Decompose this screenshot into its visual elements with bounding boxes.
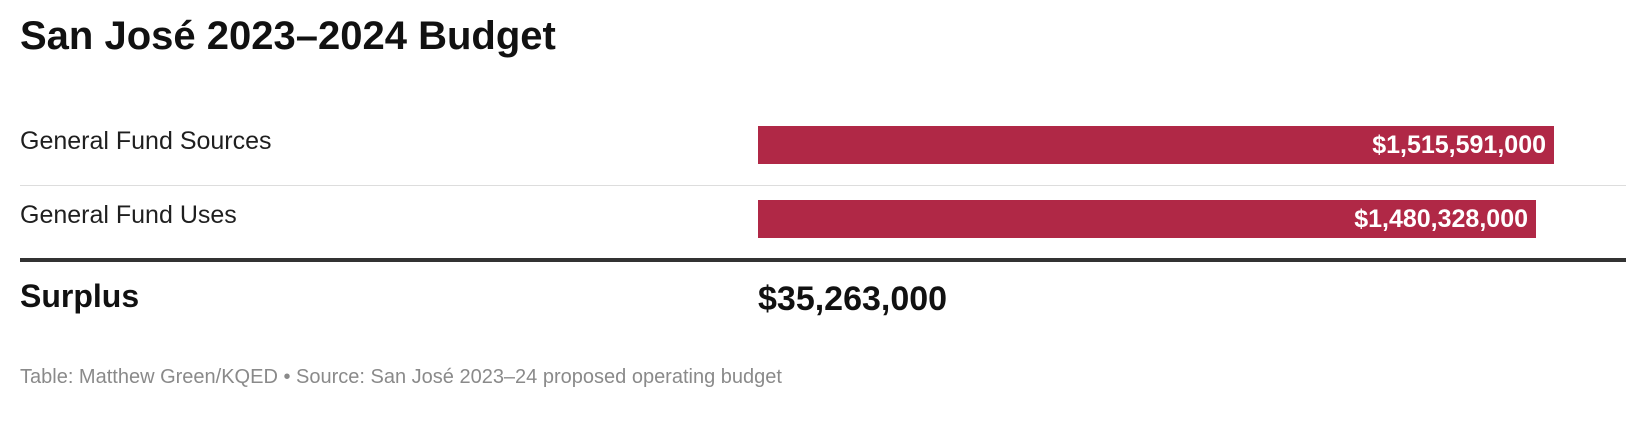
footer-source: Source: San José 2023–24 proposed operat… — [296, 366, 782, 388]
chart-title: San José 2023–2024 Budget — [20, 14, 556, 58]
footer-separator: • — [277, 366, 297, 388]
surplus-value: $35,263,000 — [758, 280, 948, 318]
footer-note: Table: Matthew Green/KQED • Source: San … — [20, 366, 782, 389]
bar-sources: $1,515,591,000 — [758, 126, 1554, 164]
bar-uses: $1,480,328,000 — [758, 200, 1536, 238]
bar-value-label-uses: $1,480,328,000 — [1354, 205, 1528, 233]
bar-value-label-sources: $1,515,591,000 — [1372, 131, 1546, 159]
row-label-sources: General Fund Sources — [20, 127, 272, 155]
footer-credit: Table: Matthew Green/KQED — [20, 366, 278, 388]
surplus-label: Surplus — [20, 278, 140, 314]
total-row: Surplus $35,263,000 — [20, 262, 1626, 352]
budget-table: General Fund Sources $1,515,591,000 Gene… — [20, 112, 1626, 352]
row-label-uses: General Fund Uses — [20, 201, 237, 229]
bar-track: $1,515,591,000 — [758, 126, 1596, 164]
table-row: General Fund Sources $1,515,591,000 — [20, 112, 1626, 186]
bar-track: $1,480,328,000 — [758, 200, 1596, 238]
table-row: General Fund Uses $1,480,328,000 — [20, 186, 1626, 262]
